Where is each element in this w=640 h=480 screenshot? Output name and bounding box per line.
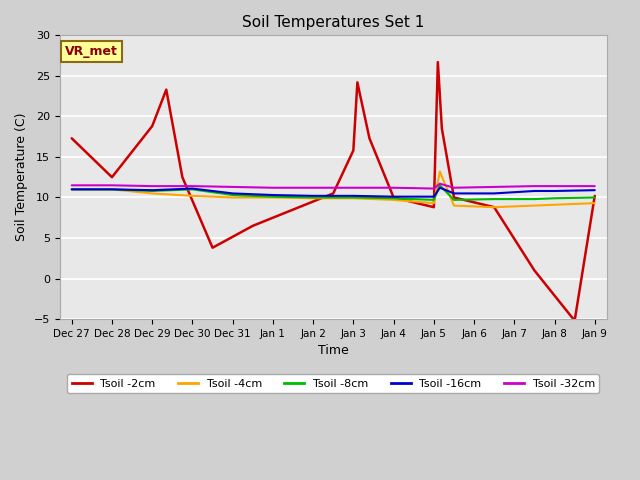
- Tsoil -4cm: [148, 191, 156, 196]
- Tsoil -32cm: [450, 185, 458, 191]
- Line: Tsoil -8cm: Tsoil -8cm: [72, 185, 595, 200]
- Tsoil -8cm: [309, 194, 317, 200]
- Tsoil -2cm: [108, 174, 116, 180]
- Line: Tsoil -32cm: Tsoil -32cm: [72, 184, 595, 189]
- Tsoil -2cm: [365, 135, 373, 141]
- Tsoil -16cm: [390, 194, 397, 200]
- Tsoil -32cm: [108, 182, 116, 188]
- Tsoil -16cm: [531, 188, 538, 194]
- Tsoil -4cm: [591, 200, 598, 206]
- Text: VR_met: VR_met: [65, 45, 118, 58]
- Tsoil -8cm: [490, 196, 498, 202]
- Tsoil -32cm: [309, 185, 317, 191]
- Tsoil -2cm: [68, 135, 76, 141]
- Tsoil -4cm: [450, 203, 458, 208]
- Tsoil -4cm: [108, 187, 116, 192]
- Tsoil -2cm: [179, 174, 186, 180]
- Tsoil -4cm: [189, 193, 196, 199]
- Tsoil -2cm: [289, 207, 297, 213]
- Tsoil -2cm: [330, 191, 337, 196]
- Tsoil -2cm: [349, 147, 357, 153]
- Tsoil -32cm: [436, 181, 444, 187]
- Tsoil -8cm: [148, 188, 156, 194]
- Tsoil -2cm: [531, 267, 538, 273]
- Tsoil -8cm: [390, 195, 397, 201]
- Tsoil -32cm: [349, 185, 357, 191]
- Tsoil -32cm: [229, 184, 237, 190]
- Tsoil -2cm: [430, 204, 438, 210]
- Tsoil -16cm: [550, 188, 558, 194]
- Tsoil -32cm: [148, 183, 156, 189]
- Tsoil -16cm: [148, 187, 156, 193]
- Tsoil -32cm: [591, 183, 598, 189]
- Tsoil -16cm: [189, 186, 196, 192]
- Tsoil -32cm: [531, 183, 538, 189]
- Tsoil -2cm: [591, 193, 598, 199]
- Tsoil -4cm: [390, 197, 397, 203]
- Tsoil -4cm: [430, 200, 438, 206]
- Tsoil -8cm: [108, 187, 116, 192]
- Tsoil -8cm: [269, 194, 276, 200]
- Tsoil -2cm: [148, 123, 156, 129]
- Tsoil -8cm: [229, 192, 237, 198]
- Tsoil -32cm: [269, 185, 276, 191]
- Tsoil -2cm: [490, 204, 498, 210]
- Line: Tsoil -4cm: Tsoil -4cm: [72, 171, 595, 207]
- Tsoil -4cm: [309, 195, 317, 201]
- Tsoil -32cm: [189, 183, 196, 189]
- Tsoil -16cm: [430, 194, 438, 200]
- Tsoil -2cm: [249, 223, 257, 229]
- Tsoil -4cm: [490, 204, 498, 210]
- Tsoil -16cm: [349, 193, 357, 199]
- Tsoil -32cm: [430, 186, 438, 192]
- Tsoil -8cm: [68, 187, 76, 192]
- Tsoil -16cm: [68, 187, 76, 192]
- Tsoil -32cm: [390, 185, 397, 191]
- Tsoil -8cm: [430, 197, 438, 203]
- Tsoil -2cm: [438, 126, 445, 132]
- Tsoil -2cm: [390, 194, 397, 200]
- Tsoil -4cm: [531, 203, 538, 208]
- Line: Tsoil -16cm: Tsoil -16cm: [72, 188, 595, 197]
- Tsoil -16cm: [269, 192, 276, 198]
- Tsoil -4cm: [68, 187, 76, 192]
- Tsoil -16cm: [490, 191, 498, 196]
- Tsoil -32cm: [490, 184, 498, 190]
- Tsoil -16cm: [229, 191, 237, 196]
- Tsoil -2cm: [450, 194, 458, 200]
- Legend: Tsoil -2cm, Tsoil -4cm, Tsoil -8cm, Tsoil -16cm, Tsoil -32cm: Tsoil -2cm, Tsoil -4cm, Tsoil -8cm, Tsoi…: [67, 374, 600, 393]
- Tsoil -16cm: [108, 187, 116, 192]
- Tsoil -8cm: [591, 194, 598, 200]
- X-axis label: Time: Time: [318, 344, 349, 357]
- Tsoil -2cm: [163, 87, 170, 93]
- Tsoil -8cm: [189, 187, 196, 192]
- Tsoil -8cm: [531, 196, 538, 202]
- Tsoil -16cm: [591, 187, 598, 193]
- Tsoil -2cm: [571, 318, 579, 324]
- Y-axis label: Soil Temperature (C): Soil Temperature (C): [15, 113, 28, 241]
- Tsoil -2cm: [353, 80, 361, 85]
- Tsoil -32cm: [68, 182, 76, 188]
- Tsoil -4cm: [229, 194, 237, 200]
- Tsoil -4cm: [269, 194, 276, 200]
- Tsoil -8cm: [450, 197, 458, 203]
- Tsoil -2cm: [434, 59, 442, 65]
- Tsoil -2cm: [209, 245, 216, 251]
- Title: Soil Temperatures Set 1: Soil Temperatures Set 1: [242, 15, 424, 30]
- Tsoil -4cm: [436, 168, 444, 174]
- Tsoil -16cm: [450, 191, 458, 196]
- Tsoil -8cm: [436, 182, 444, 188]
- Tsoil -4cm: [349, 195, 357, 201]
- Line: Tsoil -2cm: Tsoil -2cm: [72, 62, 595, 321]
- Tsoil -8cm: [550, 195, 558, 201]
- Tsoil -32cm: [550, 183, 558, 189]
- Tsoil -4cm: [550, 202, 558, 208]
- Tsoil -8cm: [349, 194, 357, 200]
- Tsoil -16cm: [309, 193, 317, 199]
- Tsoil -16cm: [436, 185, 444, 191]
